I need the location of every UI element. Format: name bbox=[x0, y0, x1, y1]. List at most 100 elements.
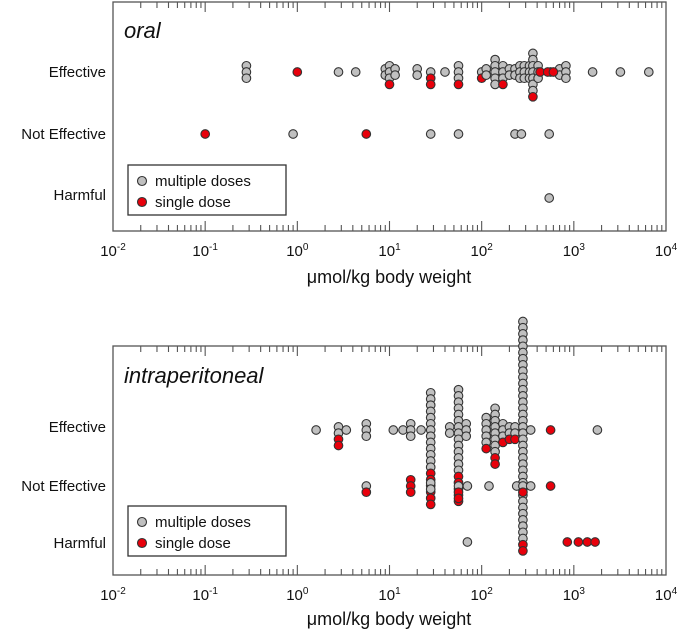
ip-point-multiple-doses bbox=[425, 484, 436, 494]
oral-y-labels: Effective Not Effective Harmful bbox=[21, 64, 106, 204]
ip-ylabel-effective: Effective bbox=[49, 419, 106, 436]
ip-point-multiple-doses bbox=[462, 481, 473, 491]
ip-point-single-dose bbox=[361, 487, 372, 498]
oral-legend-marker-multiple bbox=[136, 175, 148, 187]
ip-x-tick-label: 10-2 bbox=[100, 586, 126, 604]
ip-legend: multiple doses single dose bbox=[127, 505, 287, 557]
ip-x-tick-label: 104 bbox=[655, 586, 678, 604]
ip-point-single-dose bbox=[545, 481, 556, 491]
ip-point-single-dose bbox=[573, 537, 584, 547]
ip-data-points bbox=[311, 316, 603, 556]
ip-point-single-dose bbox=[518, 546, 528, 556]
ip-y-labels: Effective Not Effective Harmful bbox=[21, 419, 106, 552]
oral-point-multiple-doses bbox=[241, 73, 252, 84]
oral-point-multiple-doses bbox=[333, 67, 344, 77]
ip-x-tick-labels: 10-2 10-1 100 101 102 103 104 bbox=[100, 586, 677, 604]
oral-x-tick-label: 104 bbox=[655, 242, 678, 260]
oral-x-tick-label: 103 bbox=[563, 242, 586, 260]
oral-ylabel-effective: Effective bbox=[49, 64, 106, 81]
ip-x-tick-label: 100 bbox=[286, 586, 309, 604]
ip-ylabel-harmful: Harmful bbox=[53, 535, 106, 552]
ip-point-multiple-doses bbox=[405, 431, 416, 442]
ip-legend-label-multiple: multiple doses bbox=[155, 514, 251, 531]
oral-point-multiple-doses bbox=[288, 129, 298, 139]
ip-point-multiple-doses bbox=[311, 425, 321, 435]
ip-point-single-dose bbox=[590, 537, 600, 547]
oral-x-ticks bbox=[140, 2, 663, 231]
oral-point-multiple-doses bbox=[453, 129, 464, 139]
oral-x-tick-label: 101 bbox=[378, 242, 401, 260]
intraperitoneal-panel: intraperitoneal Effective Not Effective … bbox=[21, 316, 678, 629]
ip-point-multiple-doses bbox=[462, 537, 473, 547]
ip-legend-marker-single bbox=[136, 537, 148, 549]
oral-x-tick-label: 102 bbox=[471, 242, 494, 260]
ip-ylabel-not-effective: Not Effective bbox=[21, 478, 106, 495]
oral-panel: oral Effective Not Effective Harmful 10-… bbox=[21, 1, 678, 287]
oral-x-tick-label: 10-2 bbox=[100, 242, 126, 260]
ip-x-ticks bbox=[140, 346, 663, 575]
ip-point-single-dose bbox=[425, 499, 436, 510]
oral-ylabel-not-effective: Not Effective bbox=[21, 126, 106, 143]
ip-point-multiple-doses bbox=[388, 425, 399, 435]
oral-legend-marker-single bbox=[136, 196, 148, 208]
ip-point-multiple-doses bbox=[525, 425, 536, 435]
oral-legend: multiple doses single dose bbox=[127, 164, 287, 216]
ip-title: intraperitoneal bbox=[124, 363, 265, 388]
oral-point-multiple-doses bbox=[481, 70, 492, 80]
ip-legend-box bbox=[127, 505, 287, 557]
ip-point-single-dose bbox=[405, 487, 416, 498]
oral-legend-label-multiple: multiple doses bbox=[155, 173, 251, 190]
ip-point-multiple-doses bbox=[484, 481, 494, 491]
oral-point-multiple-doses bbox=[440, 67, 450, 77]
oral-legend-box bbox=[127, 164, 287, 216]
oral-point-multiple-doses bbox=[587, 67, 598, 77]
ip-point-multiple-doses bbox=[525, 481, 536, 491]
ip-point-multiple-doses bbox=[361, 431, 372, 442]
ip-point-single-dose bbox=[333, 440, 344, 451]
ip-point-single-dose bbox=[562, 537, 573, 547]
ip-point-single-dose bbox=[518, 487, 528, 498]
oral-point-multiple-doses bbox=[425, 129, 436, 139]
oral-x-tick-labels: 10-2 10-1 100 101 102 103 104 bbox=[100, 242, 677, 260]
ip-point-multiple-doses bbox=[416, 425, 426, 435]
oral-x-tick-label: 10-1 bbox=[192, 242, 218, 260]
ip-point-multiple-doses bbox=[461, 431, 472, 442]
oral-point-multiple-doses bbox=[544, 193, 555, 203]
ip-point-multiple-doses bbox=[341, 425, 352, 435]
oral-point-single-dose bbox=[498, 79, 508, 90]
ip-point-multiple-doses bbox=[592, 425, 603, 435]
oral-point-single-dose bbox=[548, 67, 559, 77]
oral-point-single-dose bbox=[200, 129, 211, 139]
oral-point-single-dose bbox=[528, 91, 538, 102]
ip-x-tick-label: 103 bbox=[563, 586, 586, 604]
ip-point-multiple-doses bbox=[444, 428, 455, 438]
oral-x-axis-label: μmol/kg body weight bbox=[307, 267, 471, 287]
oral-legend-label-single: single dose bbox=[155, 194, 231, 211]
ip-legend-marker-multiple bbox=[136, 516, 148, 528]
oral-point-single-dose bbox=[292, 67, 303, 77]
ip-point-single-dose bbox=[490, 459, 500, 469]
oral-point-multiple-doses bbox=[390, 70, 400, 80]
ip-point-single-dose bbox=[481, 443, 492, 454]
oral-point-single-dose bbox=[425, 79, 436, 90]
ip-x-axis-label: μmol/kg body weight bbox=[307, 609, 471, 629]
ip-x-tick-label: 102 bbox=[471, 586, 494, 604]
ip-x-tick-label: 101 bbox=[378, 586, 401, 604]
oral-point-single-dose bbox=[453, 79, 464, 90]
oral-point-multiple-doses bbox=[561, 73, 571, 84]
oral-x-tick-label: 100 bbox=[286, 242, 309, 260]
ip-point-single-dose bbox=[510, 434, 520, 445]
ip-x-tick-label: 10-1 bbox=[192, 586, 218, 604]
oral-point-multiple-doses bbox=[412, 70, 423, 80]
ip-point-single-dose bbox=[545, 425, 556, 435]
oral-ylabel-harmful: Harmful bbox=[53, 187, 106, 204]
oral-point-multiple-doses bbox=[516, 129, 527, 139]
oral-point-single-dose bbox=[384, 79, 395, 90]
oral-title: oral bbox=[124, 18, 162, 43]
oral-point-multiple-doses bbox=[350, 67, 361, 77]
oral-point-single-dose bbox=[361, 129, 372, 139]
ip-legend-label-single: single dose bbox=[155, 535, 231, 552]
oral-data-points bbox=[200, 48, 654, 203]
oral-point-multiple-doses bbox=[643, 67, 654, 77]
